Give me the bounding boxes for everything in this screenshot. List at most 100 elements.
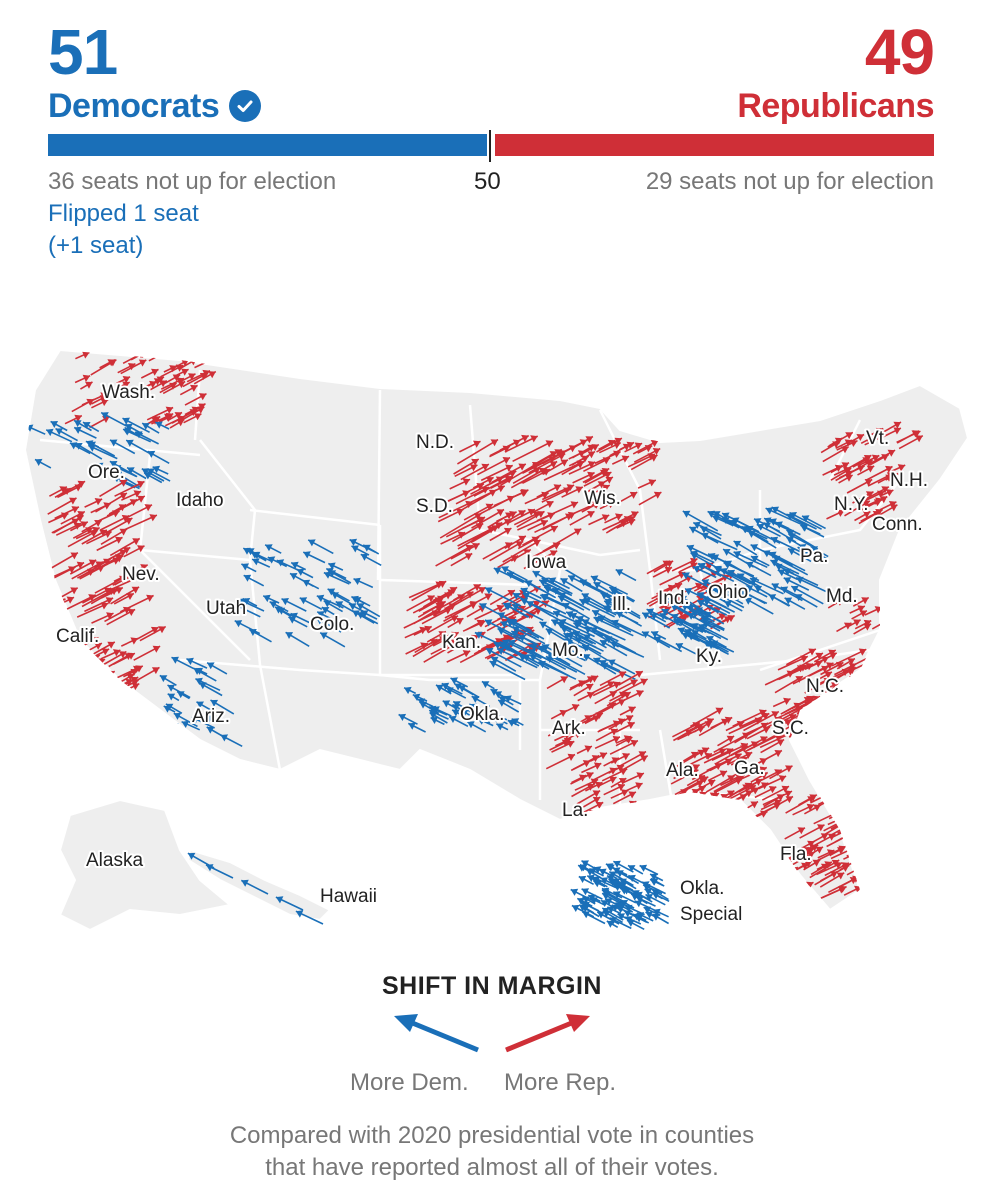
dem-shift-arrowhead xyxy=(492,715,500,723)
rep-shift-arrowhead xyxy=(892,642,900,650)
rep-shift-arrowhead xyxy=(873,655,882,663)
dem-shift-arrowhead xyxy=(691,630,700,638)
dem-shift-arrowhead xyxy=(328,562,336,570)
dem-shift-arrowhead xyxy=(679,595,688,603)
dem-shift-arrowhead xyxy=(490,689,498,696)
shift-arrows-outlying xyxy=(187,852,670,931)
rep-shift-arrowhead xyxy=(856,434,864,441)
dem-shift-arrowhead xyxy=(701,579,710,587)
rep-shift-arrowhead xyxy=(806,851,815,859)
rep-shift-arrowhead xyxy=(628,791,636,799)
rep-shift-arrow xyxy=(830,711,867,730)
dem-shift-arrowhead xyxy=(186,657,194,665)
rep-shift-arrowhead xyxy=(717,582,726,590)
rep-shift-arrowhead xyxy=(807,796,815,804)
label-idaho: Idaho xyxy=(176,490,224,511)
dem-shift-arrowhead xyxy=(408,722,416,730)
rep-shift-arrowhead xyxy=(503,519,512,526)
rep-shift-arrow xyxy=(502,539,541,563)
rep-shift-arrowhead xyxy=(866,813,874,821)
dem-shift-arrowhead xyxy=(502,602,511,610)
dem-shift-arrowhead xyxy=(446,687,454,695)
dem-shift-arrowhead xyxy=(619,878,627,886)
dem-shift-arrowhead xyxy=(786,529,794,537)
dem-shift-arrowhead xyxy=(639,864,648,872)
rep-shift-arrow xyxy=(821,699,854,718)
rep-shift-arrowhead xyxy=(715,707,723,715)
dem-shift-arrowhead xyxy=(449,715,457,723)
dem-shift-arrowhead xyxy=(724,600,732,608)
dem-shift-arrowhead xyxy=(528,649,537,656)
rep-shift-arrowhead xyxy=(208,356,217,364)
dem-shift-arrow xyxy=(484,587,522,607)
legend-more-dem: More Dem. xyxy=(350,1069,469,1096)
rep-shift-arrowhead xyxy=(744,751,753,759)
dem-shift-arrowhead xyxy=(681,603,689,611)
rep-shift-arrowhead xyxy=(172,343,180,350)
rep-shift-arrowhead xyxy=(758,709,767,717)
rep-shift-arrowhead xyxy=(881,708,889,716)
dem-shift-arrowhead xyxy=(789,512,797,520)
rep-shift-arrowhead xyxy=(612,720,621,728)
rep-shift-arrowhead xyxy=(887,648,896,656)
dem-shift-arrowhead xyxy=(83,422,91,429)
dem-shift-arrowhead xyxy=(544,586,552,594)
dem-shift-arrowhead xyxy=(522,592,531,600)
dem-shift-arrowhead xyxy=(501,566,509,574)
rep-shift-arrowhead xyxy=(871,823,879,831)
rep-shift-arrowhead xyxy=(466,591,474,599)
rep-shift-arrowhead xyxy=(486,476,494,484)
dem-shift-arrowhead xyxy=(593,582,602,589)
dem-shift-arrowhead xyxy=(441,682,450,690)
rep-shift-arrow xyxy=(838,709,873,727)
rep-shift-arrow xyxy=(830,706,855,720)
rep-shift-arrowhead xyxy=(131,571,140,579)
rep-shift-arrowhead xyxy=(857,465,865,473)
dem-shift-arrowhead xyxy=(750,544,759,552)
democrats-bar-segment xyxy=(48,134,487,156)
rep-shift-arrowhead xyxy=(149,514,157,522)
democrats-seat-count: 51 xyxy=(48,16,118,88)
rep-shift-arrowhead xyxy=(476,619,484,627)
rep-shift-arrow xyxy=(827,720,847,732)
rep-shift-arrowhead xyxy=(831,682,839,690)
rep-shift-arrowhead xyxy=(796,879,804,888)
dem-shift-arrowhead xyxy=(682,510,691,518)
rep-shift-arrowhead xyxy=(839,885,847,893)
rep-shift-arrowhead xyxy=(697,749,705,757)
rep-shift-arrowhead xyxy=(476,517,485,525)
dem-shift-arrowhead xyxy=(746,561,754,569)
rep-shift-arrowhead xyxy=(806,695,814,703)
rep-shift-arrow xyxy=(845,798,877,815)
democrats-flipped-note: Flipped 1 seat xyxy=(48,200,199,227)
rep-shift-arrowhead xyxy=(866,669,874,677)
dem-shift-arrowhead xyxy=(238,598,246,606)
dem-shift-arrowhead xyxy=(689,623,698,631)
rep-shift-arrowhead xyxy=(563,737,572,745)
rep-shift-arrow xyxy=(700,812,725,827)
rep-shift-arrowhead xyxy=(158,626,166,634)
dem-shift-arrowhead xyxy=(603,605,611,613)
dem-shift-arrowhead xyxy=(494,691,503,699)
dem-shift-arrowhead xyxy=(600,877,609,885)
dem-shift-arrowhead xyxy=(171,656,179,664)
rep-shift-arrowhead xyxy=(545,440,553,448)
dem-shift-arrowhead xyxy=(791,585,799,593)
rep-shift-arrowhead xyxy=(172,374,181,382)
dem-shift-arrowhead xyxy=(556,621,565,629)
rep-shift-arrowhead xyxy=(523,549,531,557)
rep-shift-arrowhead xyxy=(625,715,634,723)
dem-shift-arrowhead xyxy=(708,553,716,561)
label-okla-special-1: Okla. xyxy=(680,878,724,899)
rep-shift-arrowhead xyxy=(602,484,610,492)
rep-shift-arrowhead xyxy=(873,650,882,658)
rep-shift-arrowhead xyxy=(475,523,484,531)
rep-shift-arrowhead xyxy=(612,735,620,744)
rep-shift-arrowhead xyxy=(858,671,867,679)
dem-shift-arrowhead xyxy=(507,719,516,727)
footnote-line-1: Compared with 2020 presidential vote in … xyxy=(229,1122,755,1149)
rep-shift-arrowhead xyxy=(108,359,117,367)
rep-shift-arrowhead xyxy=(626,441,634,449)
rep-shift-arrowhead xyxy=(680,615,689,622)
dem-shift-arrowhead xyxy=(265,544,273,552)
